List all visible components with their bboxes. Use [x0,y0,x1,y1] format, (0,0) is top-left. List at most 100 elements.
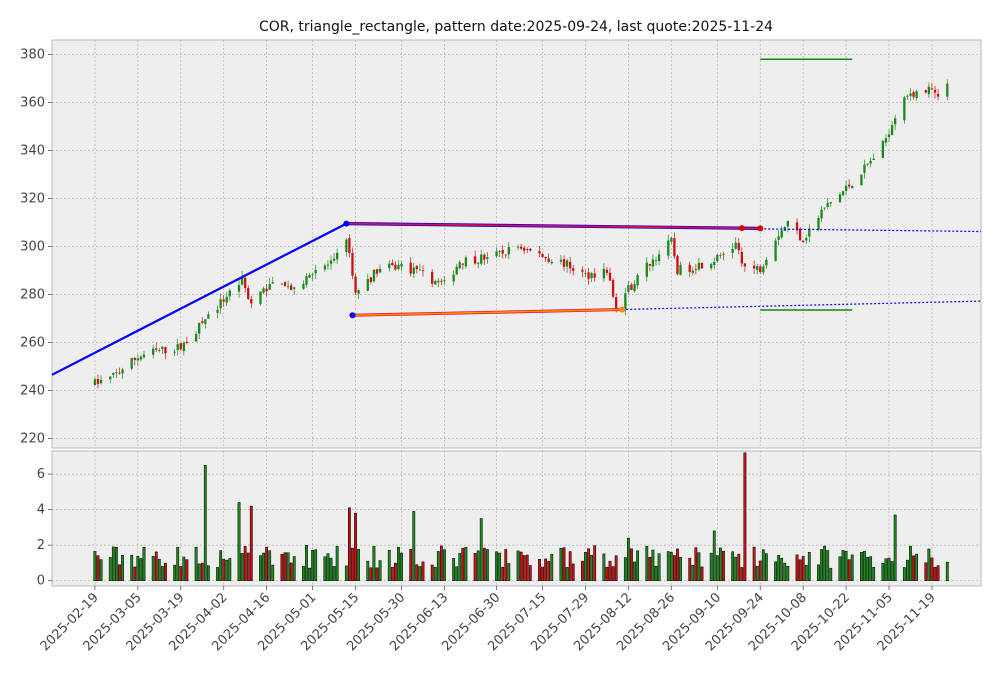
candle-body [332,258,336,261]
candle-body [523,247,526,251]
candle-body [808,228,811,237]
price-tick-label: 260 [20,335,45,350]
volume-bar [654,565,658,581]
candle-body [418,269,422,271]
candle-body [844,185,848,192]
volume-bar [458,553,462,581]
candle-body [820,209,823,219]
price-tick-label: 300 [20,239,45,254]
volume-bar [243,546,247,581]
candle-body [541,254,544,257]
candle-body [440,280,443,282]
volume-bar [265,546,269,581]
volume-bar [259,555,262,581]
candle-body [99,379,103,384]
volume-bar [485,549,489,581]
candle-body [826,202,829,208]
candle-body [237,285,241,292]
volume-bar [216,567,219,581]
volume-bar [718,547,722,581]
volume-bar [197,563,201,581]
volume-bar [860,552,863,581]
candle-body [434,280,437,285]
volume-bar [344,565,348,581]
chart-title: COR, triangle_rectangle, pattern date:20… [259,19,773,35]
candle-body [244,277,247,289]
volume-tick-label: 2 [37,538,45,553]
candle-body [697,262,701,270]
volume-bar [850,554,854,581]
candle-body [366,278,369,291]
volume-bar [587,548,590,581]
volume-bar [507,563,511,581]
candle-body [743,263,747,267]
candle-body [936,93,940,97]
volume-bar [679,556,682,581]
volume-bar [761,549,765,581]
candle-body [802,240,805,243]
candle-body [293,287,296,289]
volume-bar [501,567,505,581]
candle-body [109,376,112,380]
candle-body [179,343,182,350]
candle-body [863,164,866,173]
candle-body [756,266,759,271]
candle-body [182,342,185,352]
candle-body [691,270,694,273]
candle-body [173,351,176,353]
volume-bar [479,518,483,581]
volume-bar [372,546,376,581]
candle-body [507,247,510,255]
volume-bar [562,547,566,581]
volume-bar [96,555,100,581]
volume-bar [884,558,888,581]
candle-body [909,93,912,96]
candle-body [605,269,609,273]
candle-body [654,260,658,262]
candle-body [437,280,440,283]
candle-body [946,83,949,97]
volume-bar [194,546,198,581]
volume-bar [173,564,177,581]
volume-bar [225,559,229,581]
candle-body [817,218,820,230]
volume-bar [393,562,397,581]
volume-bar [743,452,747,581]
candle-body [529,248,532,251]
candle-body [130,357,133,369]
candle-body [740,251,744,264]
volume-bar [326,553,330,581]
volume-bar [590,554,594,581]
volume-bar [945,561,949,581]
candle-body [602,268,606,279]
candle-body [848,184,851,187]
volume-bar [164,562,167,581]
candle-body [378,268,382,273]
candle-body [894,118,897,125]
candle-body [118,372,121,374]
volume-bar [335,545,339,581]
volume-bars [93,452,949,581]
volume-bar [541,566,544,581]
candle-body [722,253,725,255]
pattern-marker [349,312,356,319]
candle-body [762,266,765,273]
candle-body [713,261,716,266]
candle-body [851,185,854,189]
candle-body [225,296,228,303]
candle-body [731,248,734,253]
volume-bar [623,557,627,581]
volume-bar [755,565,759,581]
candle-body [504,254,507,256]
candle-body [805,238,808,241]
volume-bar [439,545,443,581]
volume-bar [571,563,575,581]
volume-bar [593,545,597,581]
candle-body [477,262,480,264]
volume-bar [550,553,554,581]
volume-bar [740,567,744,581]
candle-body [112,373,115,375]
candle-body [795,222,799,231]
volume-bar [826,550,830,581]
